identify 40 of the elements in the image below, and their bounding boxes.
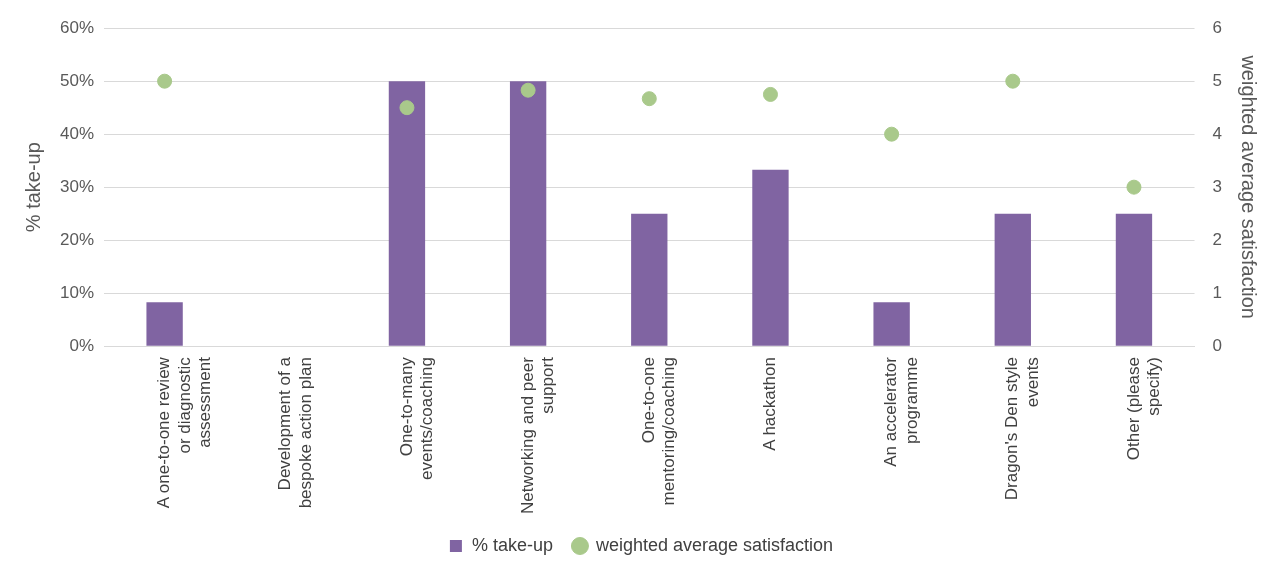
y-tick-label: 10% [59, 282, 95, 302]
legend-label: weighted average satisfaction [594, 534, 834, 555]
bar [994, 213, 1031, 346]
y2-tick-label: 2 [1212, 229, 1223, 249]
y2-tick-label: 1 [1212, 282, 1223, 302]
point [399, 100, 415, 116]
y-tick-label: 50% [59, 70, 95, 90]
y2-axis-title: weighted average satisfaction [1238, 54, 1261, 319]
point [641, 91, 657, 107]
x-tick-label: Networking and peer support [517, 356, 558, 515]
bar [631, 213, 668, 346]
y2-tick-label: 4 [1212, 123, 1223, 143]
point [1005, 73, 1021, 89]
y-tick-label: 40% [59, 123, 95, 143]
y-tick-label: 0% [69, 335, 95, 355]
point [520, 82, 536, 98]
y-tick-label: 20% [59, 229, 95, 249]
x-tick-label: An accelerator programme [881, 356, 921, 467]
y-tick-label: 30% [59, 176, 95, 196]
x-tick-label: A hackathon [760, 357, 780, 451]
x-tick-label: Dragon's Den style events [1002, 357, 1042, 501]
y2-tick-label: 0 [1212, 335, 1223, 355]
legend-label: % take-up [471, 534, 553, 555]
bar [1115, 213, 1153, 346]
bar [509, 81, 547, 346]
x-tick-label: A one-to-one review or diagnostic assessment [154, 356, 215, 509]
bar [873, 302, 910, 346]
point [1126, 179, 1142, 195]
x-tick-label: Other (please specify) [1123, 357, 1164, 461]
y2-tick-label: 5 [1212, 70, 1223, 90]
y2-tick-label: 3 [1212, 176, 1223, 196]
y2-tick-label: 6 [1212, 17, 1223, 37]
y-axis-title: % take-up [21, 142, 44, 233]
point [762, 86, 778, 102]
y-tick-label: 60% [59, 17, 95, 37]
bar [146, 302, 183, 346]
bar [388, 81, 426, 346]
point [884, 126, 900, 142]
bar [752, 169, 789, 346]
point [157, 73, 173, 89]
